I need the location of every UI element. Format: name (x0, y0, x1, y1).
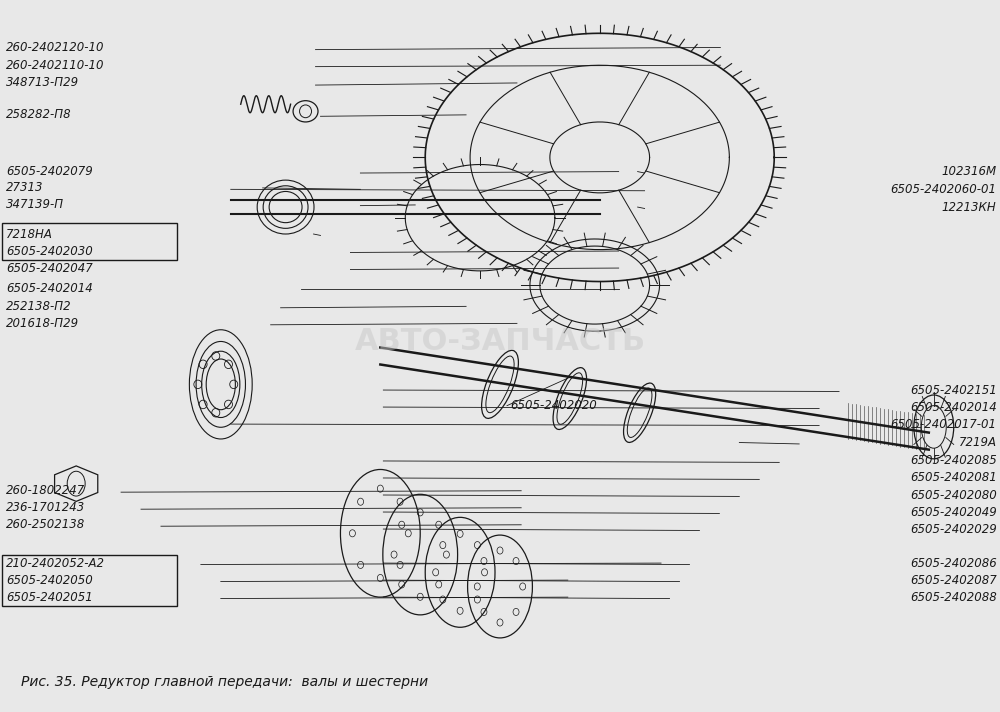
Text: 6505-2402014: 6505-2402014 (6, 282, 93, 295)
Text: 260-2402120-10: 260-2402120-10 (6, 41, 105, 54)
Text: 6505-2402051: 6505-2402051 (6, 591, 93, 604)
Text: 6505-2402060-01: 6505-2402060-01 (891, 183, 997, 196)
Text: 6505-2402030: 6505-2402030 (6, 244, 93, 258)
Text: 7219А: 7219А (959, 436, 997, 449)
Text: 6505-2402088: 6505-2402088 (910, 591, 997, 604)
Text: 348713-П29: 348713-П29 (6, 76, 80, 90)
Text: 260-1802247: 260-1802247 (6, 484, 86, 497)
Text: 6505-2402151: 6505-2402151 (910, 384, 997, 397)
Text: 12213КН: 12213КН (942, 201, 997, 214)
Text: 6505-2402020: 6505-2402020 (510, 399, 597, 412)
Text: 27313: 27313 (6, 182, 44, 194)
Text: 6505-2402080: 6505-2402080 (910, 488, 997, 501)
Text: 6505-2402050: 6505-2402050 (6, 574, 93, 587)
Text: 6505-2402081: 6505-2402081 (910, 471, 997, 484)
Text: 6505-2402047: 6505-2402047 (6, 261, 93, 275)
Text: 6505-2402085: 6505-2402085 (910, 454, 997, 468)
Text: 258282-П8: 258282-П8 (6, 108, 72, 121)
Text: 210-2402052-А2: 210-2402052-А2 (6, 557, 105, 570)
Text: 102316М: 102316М (941, 165, 997, 178)
Text: 6505-2402079: 6505-2402079 (6, 165, 93, 178)
Text: 6505-2402017-01: 6505-2402017-01 (891, 417, 997, 431)
Text: 260-2402110-10: 260-2402110-10 (6, 58, 105, 72)
Text: 236-1701243: 236-1701243 (6, 501, 86, 514)
Text: 347139-П: 347139-П (6, 199, 64, 211)
Text: 201618-П29: 201618-П29 (6, 317, 80, 330)
Text: 252138-П2: 252138-П2 (6, 300, 72, 313)
Text: 6505-2402029: 6505-2402029 (910, 523, 997, 535)
Text: 260-2502138: 260-2502138 (6, 518, 86, 531)
Text: 6505-2402087: 6505-2402087 (910, 574, 997, 587)
Text: АВТО-ЗАПЧАСТЬ: АВТО-ЗАПЧАСТЬ (354, 328, 646, 356)
Text: 7218НА: 7218НА (6, 228, 53, 241)
Text: 6505-2402086: 6505-2402086 (910, 557, 997, 570)
Text: Рис. 35. Редуктор главной передачи:  валы и шестерни: Рис. 35. Редуктор главной передачи: валы… (21, 676, 428, 689)
Text: 6505-2402049: 6505-2402049 (910, 506, 997, 518)
Text: 6505-2402014: 6505-2402014 (910, 401, 997, 414)
